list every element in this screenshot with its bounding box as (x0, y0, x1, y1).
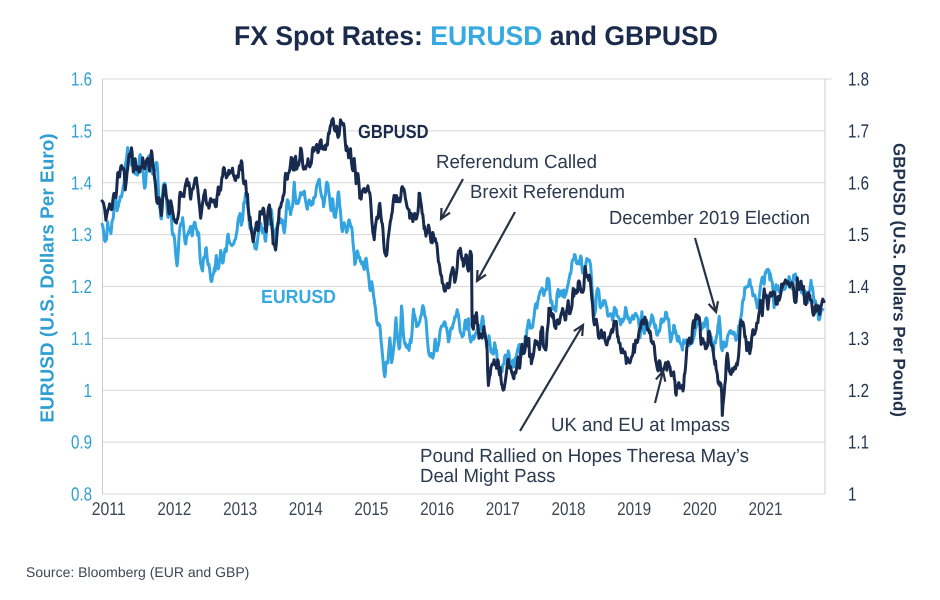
svg-text:2021: 2021 (749, 498, 783, 519)
svg-text:1.4: 1.4 (848, 277, 869, 298)
svg-text:UK and EU at Impass: UK and EU at Impass (551, 415, 730, 436)
svg-text:Pound Rallied on Hopes Theresa: Pound Rallied on Hopes Theresa May’s (420, 446, 749, 467)
svg-text:1: 1 (848, 485, 857, 506)
svg-text:Brexit Referendum: Brexit Referendum (470, 182, 625, 203)
svg-text:1.1: 1.1 (71, 329, 92, 350)
svg-text:2014: 2014 (289, 498, 323, 519)
svg-text:GBPUSD (U.S. Dollars Per Pound: GBPUSD (U.S. Dollars Per Pound) (890, 143, 909, 417)
svg-text:1: 1 (84, 381, 93, 402)
svg-text:1.1: 1.1 (848, 433, 869, 454)
svg-text:December 2019 Election: December 2019 Election (609, 208, 810, 229)
svg-text:Deal Might Pass: Deal Might Pass (420, 466, 556, 487)
svg-text:1.6: 1.6 (71, 70, 92, 91)
svg-text:2011: 2011 (92, 498, 126, 519)
svg-text:1.3: 1.3 (71, 225, 92, 246)
svg-text:1.6: 1.6 (848, 173, 869, 194)
svg-text:1.5: 1.5 (71, 121, 92, 142)
svg-text:2015: 2015 (354, 498, 388, 519)
svg-text:Referendum Called: Referendum Called (436, 152, 597, 173)
svg-text:GBPUSD: GBPUSD (358, 122, 429, 143)
svg-text:2013: 2013 (223, 498, 257, 519)
svg-text:EURUSD: EURUSD (261, 287, 336, 308)
svg-text:2012: 2012 (157, 498, 191, 519)
svg-text:EURUSD (U.S. Dollars Per Euro): EURUSD (U.S. Dollars Per Euro) (38, 133, 59, 422)
svg-text:0.9: 0.9 (71, 433, 92, 454)
svg-text:2019: 2019 (617, 498, 651, 519)
svg-text:2017: 2017 (486, 498, 520, 519)
svg-text:1.2: 1.2 (71, 277, 92, 298)
svg-text:2016: 2016 (420, 498, 454, 519)
svg-text:1.3: 1.3 (848, 329, 869, 350)
svg-text:1.7: 1.7 (848, 121, 869, 142)
svg-text:FX Spot Rates: EURUSD and GBPU: FX Spot Rates: EURUSD and GBPUSD (234, 21, 718, 51)
svg-text:Source: Bloomberg (EUR and GBP: Source: Bloomberg (EUR and GBP) (26, 564, 249, 580)
svg-text:1.4: 1.4 (71, 173, 92, 194)
svg-text:1.8: 1.8 (848, 70, 869, 91)
svg-text:0.8: 0.8 (71, 485, 92, 506)
svg-text:2018: 2018 (552, 498, 586, 519)
svg-text:1.2: 1.2 (848, 381, 869, 402)
svg-text:2020: 2020 (683, 498, 717, 519)
svg-text:1.5: 1.5 (848, 225, 869, 246)
